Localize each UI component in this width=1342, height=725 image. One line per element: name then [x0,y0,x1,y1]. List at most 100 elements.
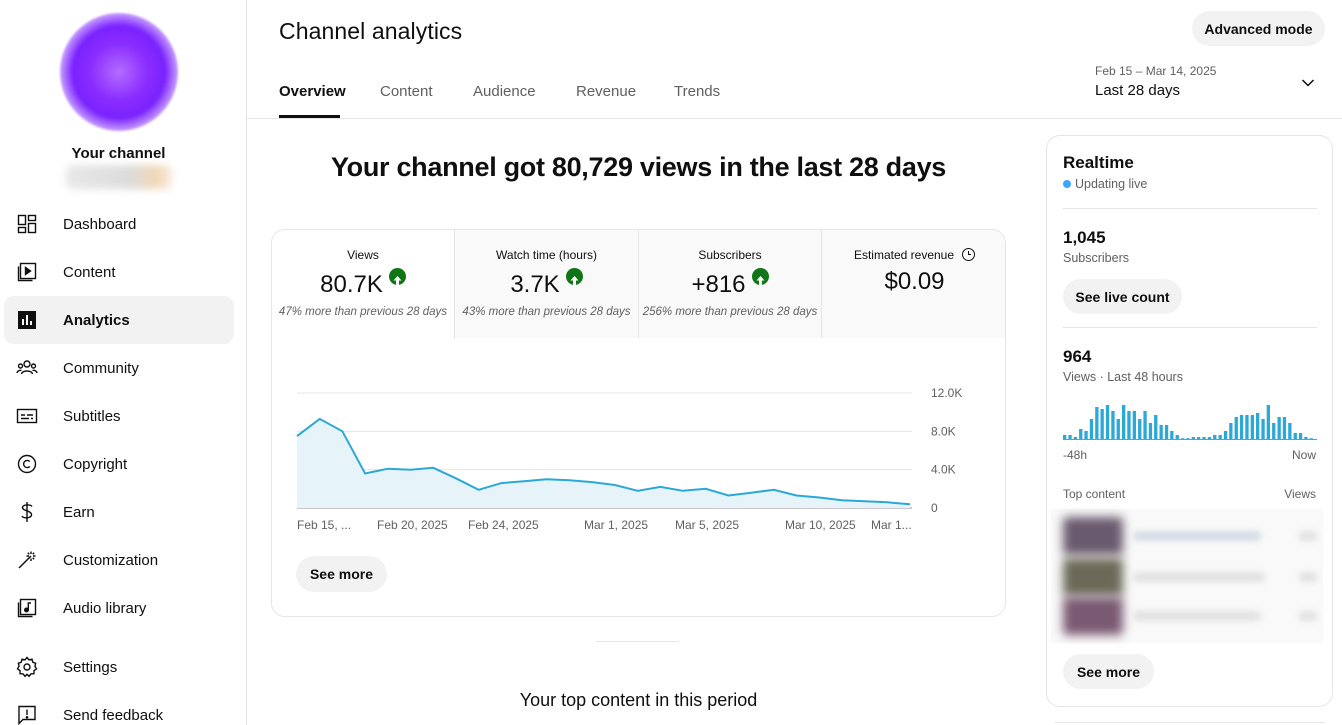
see-live-count-button[interactable]: See live count [1063,279,1182,314]
tab-overview[interactable]: Overview [279,83,346,100]
realtime-bar [1207,437,1212,439]
realtime-bar [1245,415,1249,439]
realtime-bar [1256,413,1260,439]
arrow-up-icon [388,268,406,285]
metric-watch-time[interactable]: Watch time (hours) 3.7K 43% more than pr… [455,230,639,338]
sidebar-item-label: Earn [63,503,95,521]
top-content-views-label: Views [1284,487,1316,501]
divider [1063,208,1317,209]
realtime-bar [1288,423,1292,439]
realtime-status-text: Updating live [1075,177,1148,191]
realtime-bar [1261,419,1265,439]
sidebar-item-earn[interactable]: Earn [4,488,234,536]
x-tick-label: Mar 5, 2025 [675,518,739,532]
section-divider [596,641,679,642]
realtime-bar [1293,433,1297,439]
tab-content[interactable]: Content [380,83,433,100]
tab-revenue[interactable]: Revenue [576,83,637,100]
sidebar-item-label: Community [63,359,139,377]
page-title: Channel analytics [279,18,463,44]
sidebar-item-community[interactable]: Community [4,344,234,392]
realtime-bar [1084,431,1088,439]
avatar[interactable] [60,13,178,131]
metric-value: 3.7K [455,268,638,299]
realtime-bar [1105,405,1110,439]
active-tab-indicator [279,115,340,118]
sidebar-item-customization[interactable]: Customization [4,536,234,584]
video-views-blurred [1299,611,1317,621]
advanced-mode-button[interactable]: Advanced mode [1192,11,1325,46]
realtime-bar [1089,419,1094,439]
realtime-bar [1100,409,1104,439]
metric-views[interactable]: Views 80.7K 47% more than previous 28 da… [272,230,455,338]
metric-label: Estimated revenue [822,248,1005,262]
metric-label: Views [347,248,379,262]
video-thumbnail [1063,558,1123,596]
video-views-blurred [1299,572,1317,582]
dashboard-icon [16,213,38,235]
tab-audience[interactable]: Audience [473,83,536,100]
divider [1055,722,1325,723]
metric-tabs: Views 80.7K 47% more than previous 28 da… [272,230,1005,338]
audio-library-icon [16,597,38,619]
realtime-bar [1175,435,1179,439]
realtime-bar [1218,435,1222,439]
sidebar-item-dashboard[interactable]: Dashboard [4,200,234,248]
top-content-list [1051,509,1323,643]
date-period: Last 28 days [1095,82,1181,99]
chevron-down-icon[interactable] [1300,75,1316,91]
sidebar-item-label: Subtitles [63,407,121,425]
realtime-bar [1132,411,1136,439]
sidebar-item-audio-library[interactable]: Audio library [4,584,234,632]
realtime-bar [1068,435,1072,439]
realtime-bar [1234,417,1238,439]
realtime-bar [1170,431,1174,439]
realtime-bar [1272,423,1276,439]
sidebar-item-analytics[interactable]: Analytics [4,296,234,344]
see-more-button[interactable]: See more [296,556,387,592]
sidebar-item-copyright[interactable]: Copyright [4,440,234,488]
tab-trends[interactable]: Trends [674,83,721,100]
x-tick-label: Mar 1... [871,518,912,532]
realtime-views-chart[interactable] [1063,398,1317,440]
realtime-bar [1309,438,1313,439]
realtime-bar [1063,435,1067,439]
overview-card: Views 80.7K 47% more than previous 28 da… [271,229,1006,617]
realtime-bar [1197,437,1201,439]
sidebar-item-label: Settings [63,658,118,676]
top-content-title: Your top content in this period [519,690,758,710]
metric-label-text: Estimated revenue [853,248,955,262]
y-tick-label: 8.0K [931,424,956,438]
clock-icon [962,248,976,261]
sidebar-item-content[interactable]: Content [4,248,234,296]
community-icon [16,357,38,379]
feedback-icon [16,704,38,725]
metric-estimated-revenue[interactable]: Estimated revenue $0.09 [822,230,1005,338]
sidebar-item-send-feedback[interactable]: Send feedback [4,691,234,725]
gear-icon [16,656,38,678]
views-headline: Your channel got 80,729 views in the las… [330,152,947,182]
realtime-bar [1164,425,1169,439]
realtime-bar [1138,419,1142,439]
realtime-see-more-button[interactable]: See more [1063,654,1154,689]
sidebar-item-subtitles[interactable]: Subtitles [4,392,234,440]
realtime-bar [1304,437,1308,439]
metric-subscribers[interactable]: Subscribers +816 256% more than previous… [639,230,822,338]
realtime-title: Realtime [1063,153,1134,172]
sidebar-item-settings[interactable]: Settings [4,643,234,691]
metric-value: $0.09 [884,268,945,295]
realtime-subscribers-value: 1,045 [1063,228,1106,247]
views-chart[interactable]: 12.0K 8.0K 4.0K 0 Feb 15, ... Feb 20, 2025 Feb… [272,338,1006,538]
metric-value-text: 3.7K [510,271,560,298]
arrow-up-icon [565,268,583,285]
sidebar-item-label: Audio library [63,599,147,617]
metric-comparison: 256% more than previous 28 days [642,306,818,318]
sidebar-item-label: Content [63,263,116,281]
realtime-bar [1202,437,1206,439]
realtime-status: Updating live [1063,177,1147,191]
metric-comparison: 47% more than previous 28 days [278,306,448,318]
y-tick-label: 0 [931,501,938,515]
subtitles-icon [16,405,38,427]
y-tick-label: 4.0K [931,463,956,477]
views-line [296,417,911,506]
